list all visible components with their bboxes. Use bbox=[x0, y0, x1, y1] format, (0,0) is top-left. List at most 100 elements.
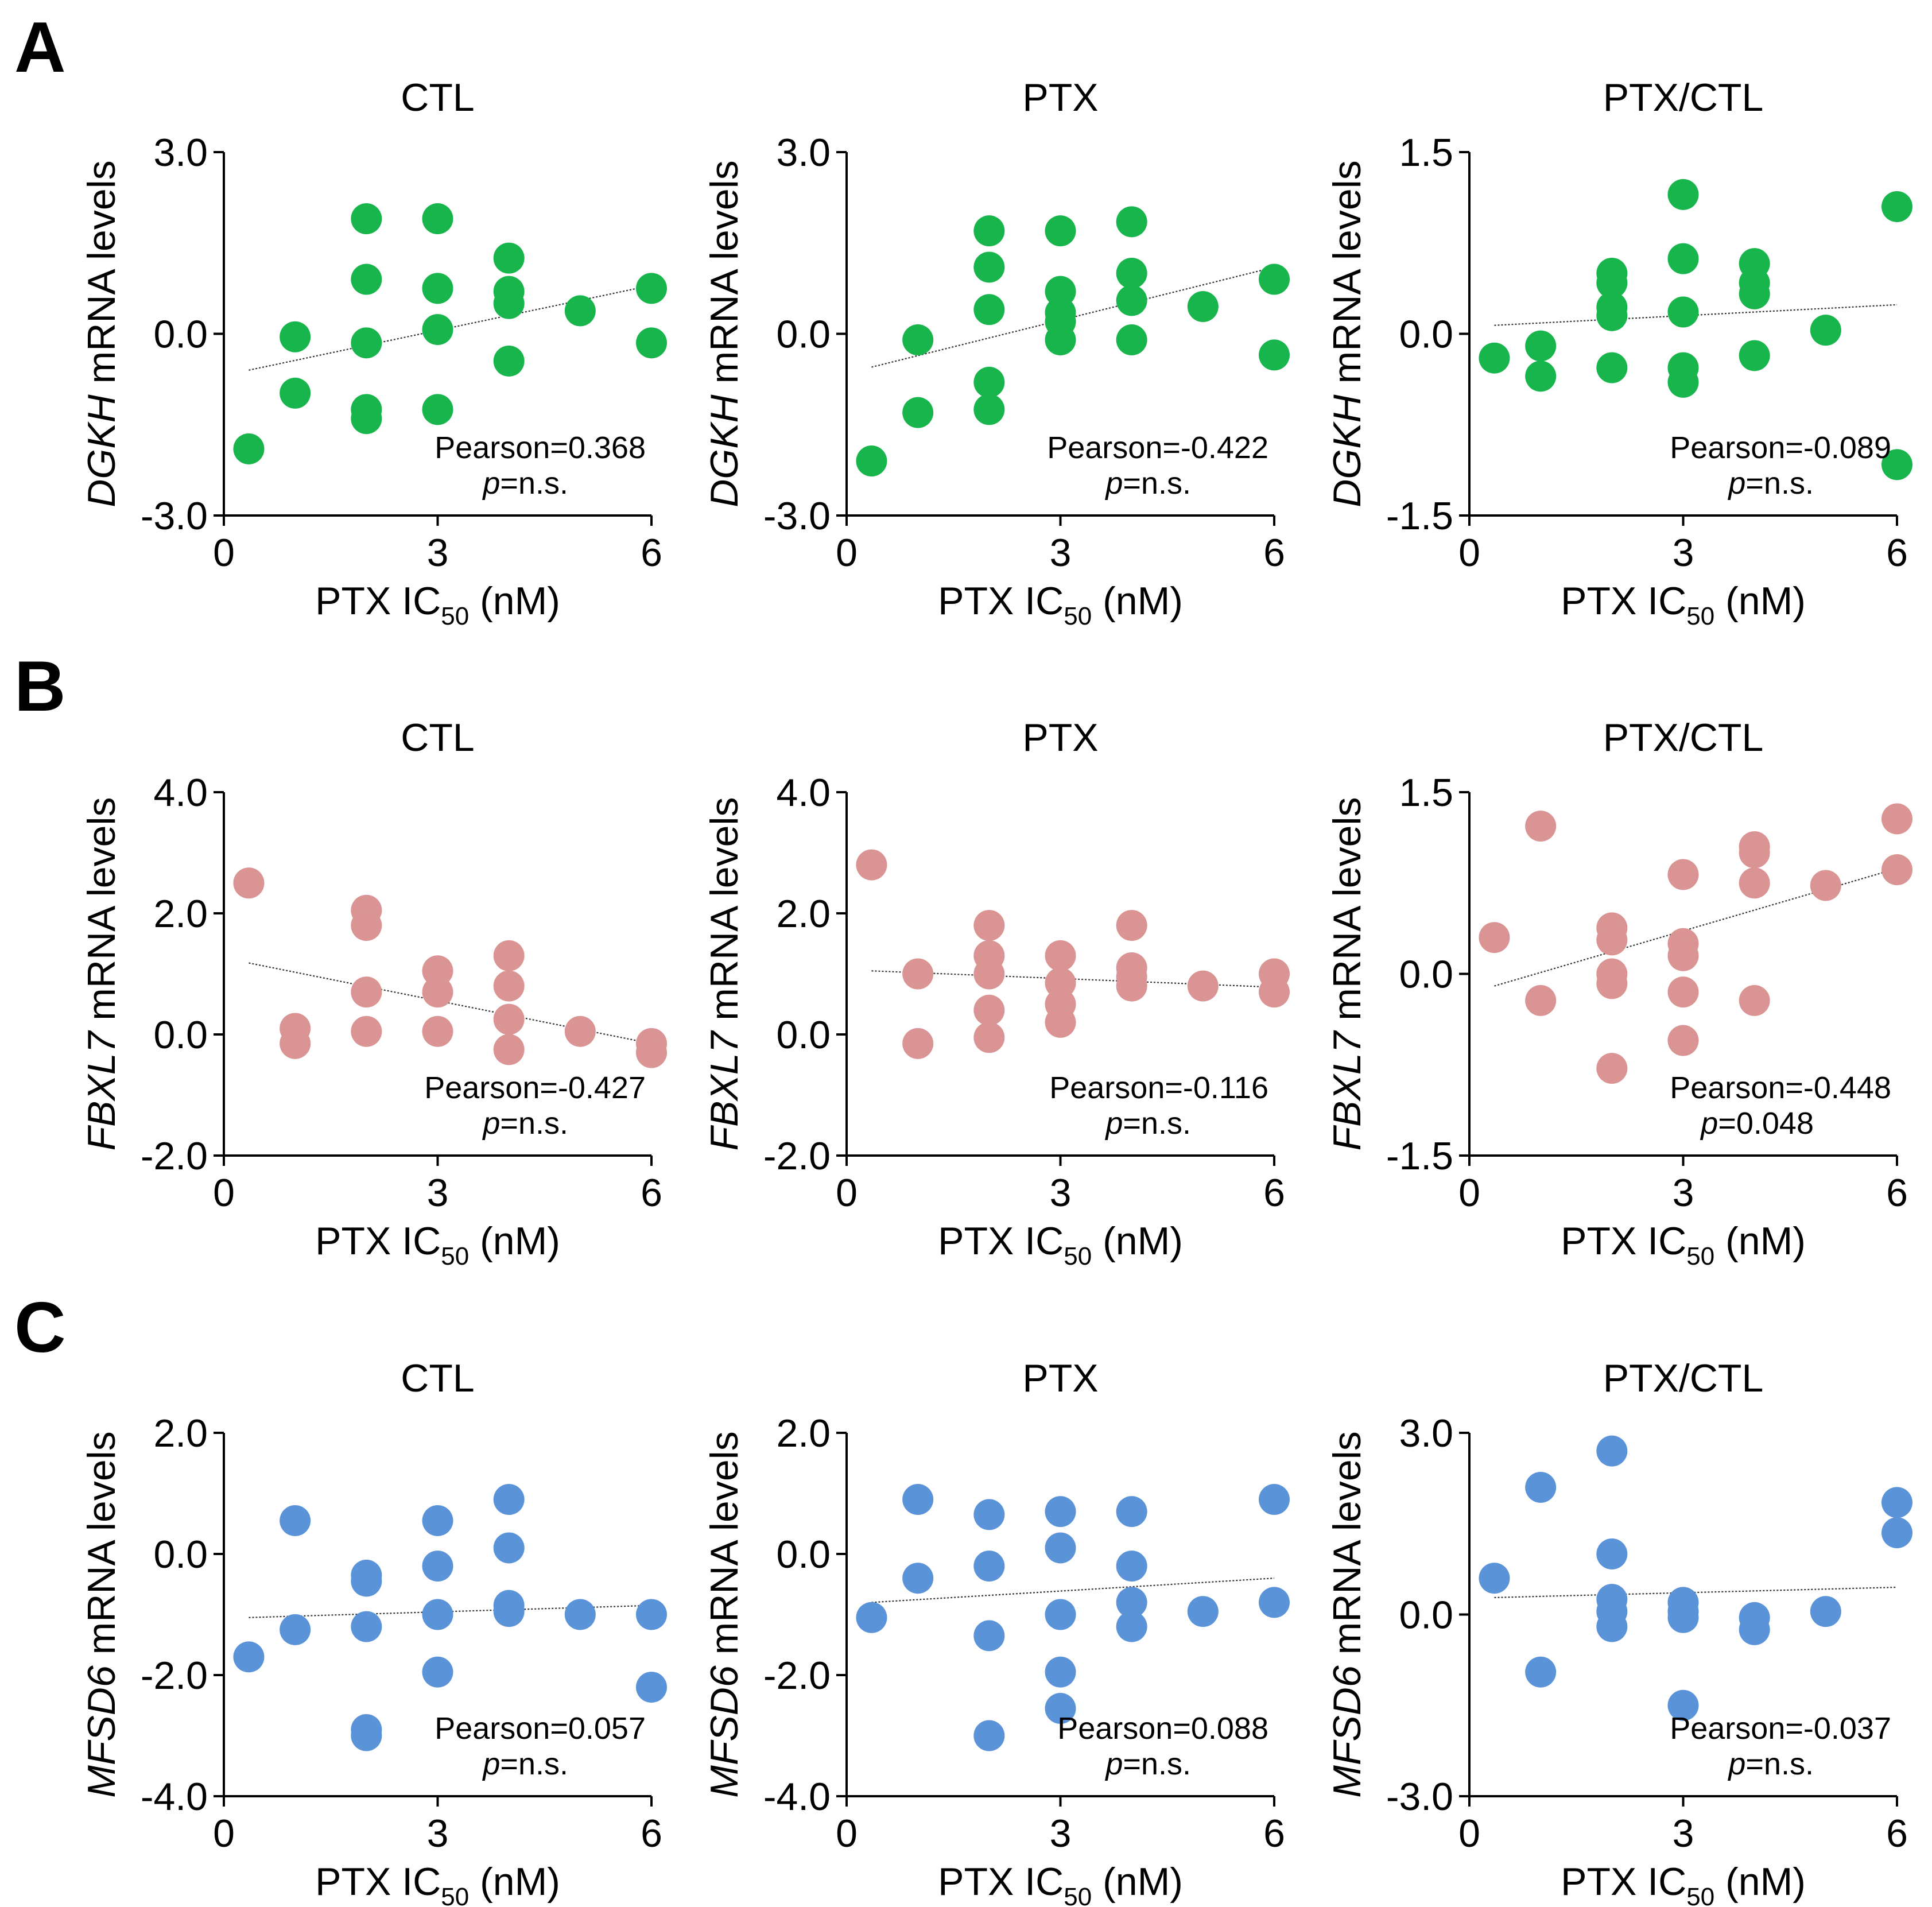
data-point bbox=[973, 1720, 1005, 1751]
data-point bbox=[1045, 940, 1076, 971]
data-point bbox=[493, 242, 525, 274]
p-value: =n.s. bbox=[1745, 1747, 1814, 1781]
data-point bbox=[422, 955, 453, 987]
data-point bbox=[1667, 859, 1699, 890]
y-tick-label: 1.5 bbox=[1399, 771, 1453, 815]
data-point bbox=[422, 1656, 453, 1688]
x-tick-label: 0 bbox=[213, 531, 235, 575]
p-value: =n.s. bbox=[1745, 466, 1814, 501]
p-symbol: p bbox=[1104, 1106, 1123, 1141]
trend-line bbox=[1494, 1586, 1898, 1599]
p-value: =n.s. bbox=[500, 1747, 568, 1781]
x-axis-label-unit: (nM) bbox=[469, 1860, 560, 1904]
y-axis-label-gene: DGKH bbox=[80, 394, 123, 507]
p-symbol: p bbox=[482, 1106, 500, 1141]
p-value: =n.s. bbox=[1123, 466, 1191, 501]
plot-title: CTL bbox=[401, 1356, 474, 1400]
plot-title: CTL bbox=[401, 76, 474, 119]
y-axis-label: FBXL7 mRNA levels bbox=[80, 797, 123, 1151]
data-point bbox=[1045, 1656, 1076, 1688]
x-axis-label-unit: (nM) bbox=[1092, 1219, 1183, 1263]
data-point bbox=[973, 394, 1005, 425]
y-axis-label-rest: mRNA levels bbox=[80, 1431, 123, 1665]
pearson-label: Pearson=-0.422 bbox=[1047, 431, 1268, 465]
data-point bbox=[422, 1015, 453, 1047]
y-axis-label-gene: FBXL7 bbox=[1325, 1030, 1369, 1150]
data-point bbox=[351, 1611, 382, 1642]
data-point bbox=[1810, 1596, 1841, 1627]
plot-title: PTX/CTL bbox=[1603, 76, 1764, 119]
x-tick-label: 0 bbox=[836, 531, 858, 575]
p-value: =n.s. bbox=[1123, 1106, 1191, 1141]
y-axis-label: FBXL7 mRNA levels bbox=[1325, 797, 1369, 1151]
plot-title: CTL bbox=[401, 716, 474, 759]
y-tick-label: 0.0 bbox=[776, 1533, 831, 1576]
x-axis-label-subscript: 50 bbox=[1064, 1883, 1092, 1907]
y-axis-label: MFSD6 mRNA levels bbox=[1325, 1431, 1369, 1798]
plot-title: PTX/CTL bbox=[1603, 1356, 1764, 1400]
data-point bbox=[1667, 1602, 1699, 1633]
x-axis-label-main: PTX IC bbox=[315, 1860, 441, 1904]
x-tick-label: 3 bbox=[1673, 1171, 1694, 1215]
data-point bbox=[493, 1596, 525, 1627]
data-point bbox=[1667, 1025, 1699, 1056]
data-point bbox=[351, 327, 382, 359]
y-tick-label: -2.0 bbox=[141, 1134, 208, 1178]
x-axis-label-main: PTX IC bbox=[1561, 1219, 1686, 1263]
x-axis-label: PTX IC50 (nM) bbox=[938, 1219, 1183, 1270]
x-tick-label: 6 bbox=[1263, 531, 1285, 575]
data-point bbox=[493, 345, 525, 377]
data-point bbox=[422, 976, 453, 1008]
data-point bbox=[1116, 970, 1147, 1002]
data-point bbox=[493, 1034, 525, 1065]
panel-letter-a: A bbox=[14, 8, 66, 87]
data-point bbox=[973, 1499, 1005, 1530]
data-point bbox=[564, 1015, 596, 1047]
y-tick-label: -2.0 bbox=[763, 1654, 831, 1697]
data-point bbox=[422, 314, 453, 346]
data-point bbox=[1667, 366, 1699, 398]
x-tick-label: 3 bbox=[1673, 1812, 1694, 1855]
x-tick-label: 6 bbox=[1263, 1171, 1285, 1215]
pearson-label: Pearson=-0.089 bbox=[1670, 431, 1891, 465]
data-point bbox=[1525, 330, 1557, 362]
data-point bbox=[351, 1015, 382, 1047]
y-tick-label: -2.0 bbox=[141, 1654, 208, 1697]
data-point bbox=[1187, 970, 1219, 1002]
x-tick-label: 3 bbox=[1050, 1812, 1072, 1855]
data-point bbox=[351, 910, 382, 941]
data-point bbox=[1187, 291, 1219, 323]
data-point bbox=[636, 1037, 667, 1068]
data-point bbox=[1525, 811, 1557, 842]
data-point bbox=[1116, 1496, 1147, 1528]
y-axis-label: MFSD6 mRNA levels bbox=[703, 1431, 746, 1798]
data-point bbox=[280, 321, 311, 352]
data-point bbox=[1810, 870, 1841, 901]
data-point bbox=[1045, 967, 1076, 999]
data-point bbox=[1259, 263, 1290, 295]
data-point bbox=[1596, 1538, 1628, 1569]
data-point bbox=[422, 1505, 453, 1536]
y-axis-label-rest: mRNA levels bbox=[1325, 160, 1369, 394]
data-point bbox=[1739, 1614, 1770, 1645]
data-point bbox=[1739, 867, 1770, 899]
data-point bbox=[1596, 1611, 1628, 1642]
pearson-label: Pearson=0.057 bbox=[434, 1711, 646, 1746]
y-axis-label-gene: DGKH bbox=[1325, 394, 1369, 507]
x-axis-label: PTX IC50 (nM) bbox=[938, 1860, 1183, 1907]
data-point bbox=[973, 251, 1005, 283]
data-point bbox=[973, 215, 1005, 247]
x-tick-label: 3 bbox=[427, 531, 449, 575]
p-symbol: p bbox=[1104, 466, 1123, 501]
y-axis-label-gene: DGKH bbox=[703, 394, 746, 507]
plot-title: PTX bbox=[1022, 1356, 1098, 1400]
data-point bbox=[1739, 984, 1770, 1016]
data-point bbox=[973, 1551, 1005, 1582]
pearson-label: Pearson=-0.427 bbox=[424, 1071, 646, 1105]
pearson-label: Pearson=0.368 bbox=[434, 431, 646, 465]
data-point bbox=[422, 273, 453, 304]
y-tick-label: 1.5 bbox=[1399, 131, 1453, 175]
data-point bbox=[1596, 924, 1628, 956]
y-axis-label-rest: mRNA levels bbox=[80, 797, 123, 1032]
y-tick-label: 0.0 bbox=[1399, 313, 1453, 356]
